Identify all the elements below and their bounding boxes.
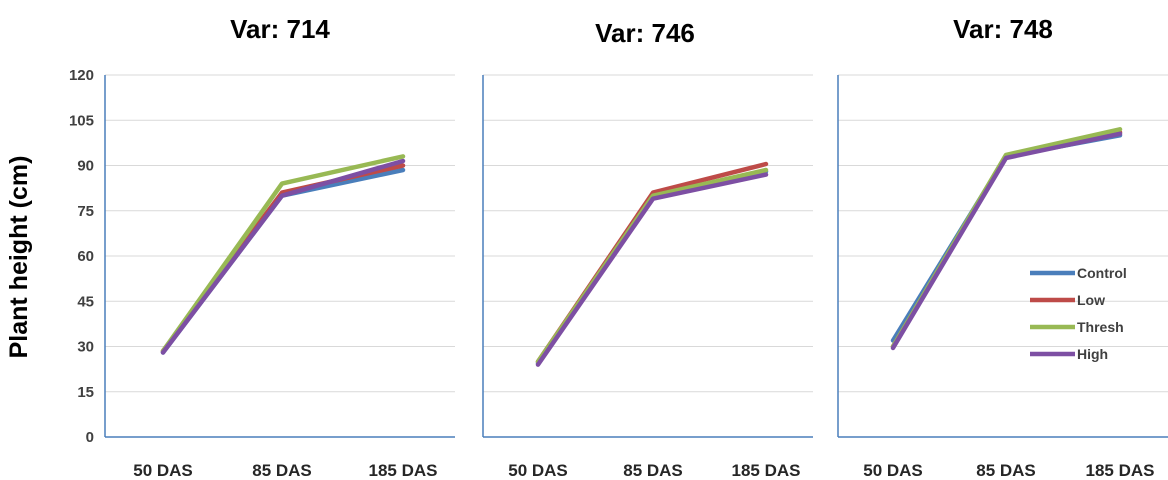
y-tick-label: 15 [77,384,94,401]
panel-title: Var: 714 [230,14,330,44]
legend-label: Control [1077,265,1127,281]
series-line-thresh [160,154,406,354]
chart-panel: Var: 748 50 DAS 85 DAS 185 DAS [837,14,1168,480]
legend-entry: Thresh [1030,319,1124,335]
y-tick-label: 60 [77,248,94,265]
x-tick-label: 85 DAS [252,461,312,480]
legend-entry: Control [1030,265,1127,281]
y-tick-label: 75 [77,203,94,220]
y-tick-label: 0 [86,429,94,446]
y-tick-label: 120 [69,67,94,84]
panel-title: Var: 748 [953,14,1053,44]
y-axis-label: Plant height (cm) [5,156,33,359]
y-tick-label: 105 [69,112,94,129]
x-tick-label: 50 DAS [133,461,193,480]
x-tick-label: 185 DAS [369,461,438,480]
series-line-low [535,161,769,364]
series-line-high [535,172,769,367]
x-tick-label: 185 DAS [1086,461,1155,480]
x-tick-label: 85 DAS [976,461,1036,480]
chart-panel: Var: 714 50 DAS 85 DAS 185 DAS [104,14,455,480]
series-line-high [160,158,406,355]
y-tick-label: 45 [77,293,94,310]
chart-panel: Var: 746 50 DAS 85 DAS 185 DAS [482,18,813,480]
legend-entry: High [1030,346,1108,362]
series-line-thresh [890,127,1123,349]
x-tick-label: 50 DAS [863,461,923,480]
legend-entry: Low [1030,292,1105,308]
series-line-low [890,130,1123,349]
x-tick-label: 50 DAS [508,461,568,480]
x-tick-label: 85 DAS [623,461,683,480]
y-tick-label: 30 [77,339,94,356]
y-tick-label: 90 [77,158,94,175]
series-line-control [890,133,1123,343]
panel-title: Var: 746 [595,18,695,48]
legend-label: Low [1077,292,1105,308]
series-line-high [890,131,1123,351]
legend-label: High [1077,346,1108,362]
x-tick-label: 185 DAS [732,461,801,480]
legend-label: Thresh [1077,319,1124,335]
